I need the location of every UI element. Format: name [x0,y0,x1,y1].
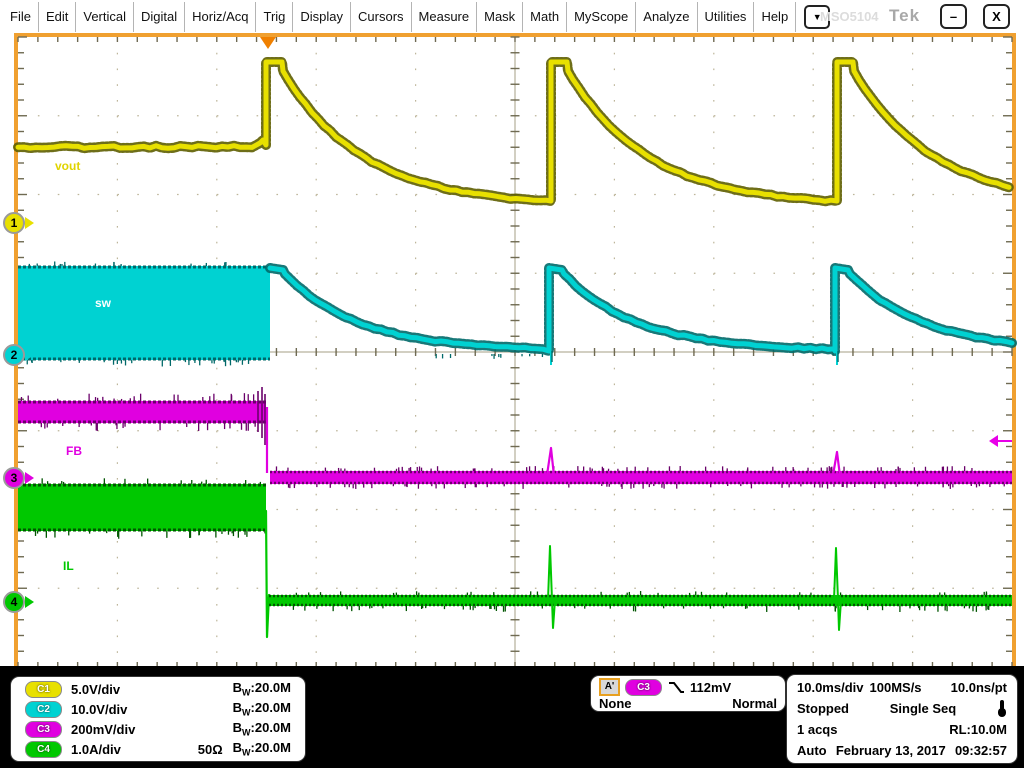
channel-1-badge[interactable]: C1 [25,680,62,698]
channel-2-marker-number: 2 [3,344,25,366]
model-label: MSO5104 [820,9,879,24]
horizontal-readout-panel[interactable]: 10.0ms/div 100MS/s 10.0ns/pt Stopped Sin… [786,674,1018,764]
trigger-a-flag: A' [599,678,620,696]
close-button[interactable]: X [983,4,1010,29]
channel-2-marker-arrow [25,349,34,361]
menu-item-math[interactable]: Math [523,1,568,32]
channel-4-scale: 1.0A/div [71,741,121,757]
falling-edge-icon [669,681,684,693]
channel-readout-panel[interactable]: C1 5.0V/div BW:20.0M C2 10.0V/div BW:20.… [10,676,306,762]
channel-3-readout[interactable]: C3 200mV/div BW:20.0M [11,719,305,739]
status-bar: C1 5.0V/div BW:20.0M C2 10.0V/div BW:20.… [0,666,1024,768]
resolution-value: 10.0ns/pt [950,679,1007,695]
acquisition-state: Stopped [797,700,849,716]
channel-4-readout[interactable]: C4 1.0A/div 50Ω BW:20.0M [11,739,305,759]
menu-item-cursors[interactable]: Cursors [351,1,412,32]
menu-item-myscope[interactable]: MyScope [567,1,637,32]
trigger-type: Normal [732,696,777,711]
trigger-source-badge[interactable]: C3 [625,678,662,696]
menu-overflow-button[interactable]: ▼ [804,4,831,29]
trigger-level-value: 112mV [690,679,732,695]
channel-2-marker[interactable]: 2 [3,344,43,366]
channel-1-marker-number: 1 [3,212,25,234]
menu-item-help[interactable]: Help [754,1,797,32]
menu-item-analyze[interactable]: Analyze [636,1,698,32]
tek-logo: Tek [889,6,921,25]
menu-item-vertical[interactable]: Vertical [76,1,134,32]
menu-item-measure[interactable]: Measure [412,1,478,32]
temperature-icon [997,699,1007,717]
channel-4-impedance: 50Ω [197,741,223,757]
channel-2-badge[interactable]: C2 [25,700,62,718]
channel-3-badge[interactable]: C3 [25,720,62,738]
channel-2-readout[interactable]: C2 10.0V/div BW:20.0M [11,699,305,719]
menu-item-edit[interactable]: Edit [39,1,77,32]
trigger-level-marker[interactable] [989,435,998,447]
minimize-button[interactable]: – [940,4,967,29]
trigger-mode: None [599,696,632,711]
channel-3-marker-number: 3 [3,467,25,489]
time-value: 09:32:57 [954,743,1007,759]
channel-1-readout[interactable]: C1 5.0V/div BW:20.0M [11,679,305,699]
channel-3-marker-arrow [25,472,34,484]
menu-item-trig[interactable]: Trig [256,1,294,32]
trace-label-fb: FB [66,444,82,458]
channel-1-marker[interactable]: 1 [3,212,43,234]
channel-4-bandwidth: BW:20.0M [232,740,291,758]
date-value: February 13, 2017 [835,743,946,759]
menu-item-utilities[interactable]: Utilities [698,1,755,32]
timebase-value: 10.0ms/div [797,679,864,695]
channel-2-scale: 10.0V/div [71,701,128,717]
trigger-mode-auto: Auto [797,743,827,759]
channel-4-marker[interactable]: 4 [3,591,43,613]
menu-item-mask[interactable]: Mask [477,1,524,32]
channel-3-marker[interactable]: 3 [3,467,43,489]
channel-1-bandwidth: BW:20.0M [232,680,291,698]
menu-item-file[interactable]: File [3,1,39,32]
graticule-frame [14,33,1016,671]
sample-rate-value: 100MS/s [869,679,922,695]
channel-1-marker-arrow [25,217,34,229]
menu-item-display[interactable]: Display [293,1,352,32]
channel-1-scale: 5.0V/div [71,681,121,697]
channel-4-marker-number: 4 [3,591,25,613]
trigger-position-marker[interactable] [260,37,276,49]
channel-3-scale: 200mV/div [71,721,136,737]
trigger-level-line [997,440,1012,442]
acquisition-count: 1 acqs [797,722,838,738]
channel-4-badge[interactable]: C4 [25,740,62,758]
menu-bar: File Edit Vertical Digital Horiz/Acq Tri… [0,0,1024,33]
trace-label-il: IL [63,559,74,573]
record-length: RL:10.0M [949,722,1007,738]
channel-4-marker-arrow [25,596,34,608]
channel-2-bandwidth: BW:20.0M [232,700,291,718]
menu-item-horiz-acq[interactable]: Horiz/Acq [185,1,257,32]
menu-item-digital[interactable]: Digital [134,1,186,32]
acquisition-mode: Single Seq [889,700,957,716]
trigger-readout-panel[interactable]: A' C3 112mV None Normal [590,675,786,712]
channel-3-bandwidth: BW:20.0M [232,720,291,738]
trace-label-vout: vout [55,159,81,173]
trace-label-sw: sw [95,296,112,310]
